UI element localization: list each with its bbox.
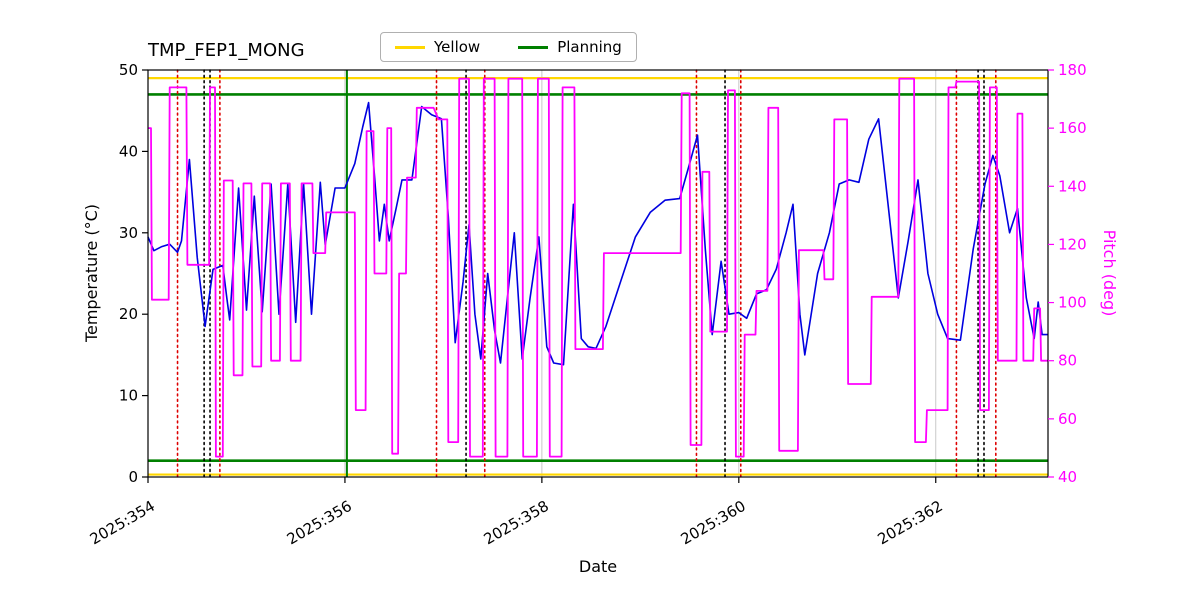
legend-label-yellow: Yellow [434,38,481,56]
legend-label-planning: Planning [557,38,622,56]
y-tick-label-left: 10 [119,387,138,405]
x-tick-label: 2025:354 [87,497,158,549]
y-tick-label-left: 20 [119,305,138,323]
plot-border [147,69,1049,478]
y-axis-label-right: Pitch (deg) [1100,230,1119,317]
planning-line-swatch [518,45,549,49]
y-tick-label-right: 140 [1058,177,1087,195]
y-tick-label-right: 120 [1058,235,1087,253]
y-tick-label-right: 80 [1058,352,1077,370]
y-tick-label-left: 0 [128,468,138,486]
y-tick-label-left: 50 [119,61,138,79]
yellow-line-swatch [395,45,425,49]
pitch-series-line [148,77,1048,458]
x-axis-label: Date [579,557,617,576]
y-tick-label-right: 160 [1058,119,1087,137]
y-tick-label-left: 30 [119,224,138,242]
x-tick-label: 2025:360 [678,497,749,549]
y-tick-label-right: 180 [1058,61,1087,79]
y-tick-label-left: 40 [119,142,138,160]
plot-layer: 0 10 20 30 40 50 40 60 80 100 120 140 160 180 2025:354… [87,61,1087,548]
y-tick-label-right: 40 [1058,468,1077,486]
y-tick-label-right: 60 [1058,410,1077,428]
legend-item-yellow: Yellow [395,38,480,56]
x-tick-label: 2025:358 [481,497,552,549]
legend: Yellow Planning [380,32,637,62]
chart-title: TMP_FEP1_MONG [147,40,305,61]
y-tick-label-right: 100 [1058,294,1087,312]
x-tick-label: 2025:356 [284,497,355,549]
y-axis-label-left: Temperature (°C) [82,204,101,343]
temperature-series-line [147,101,1048,366]
legend-item-planning: Planning [518,38,622,56]
x-tick-label: 2025:362 [875,497,946,549]
